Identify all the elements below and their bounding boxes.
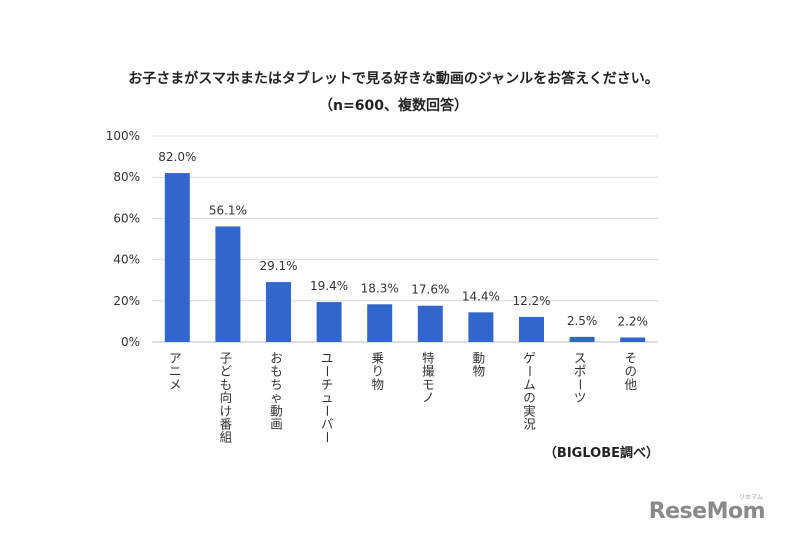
svg-text:特: 特: [422, 351, 435, 366]
svg-text:ポ: ポ: [574, 364, 587, 379]
bar: [468, 312, 494, 342]
svg-text:ス: ス: [574, 351, 587, 366]
svg-text:ニ: ニ: [169, 364, 182, 379]
bar: [569, 336, 595, 342]
data-label: 82.0%: [158, 150, 196, 164]
source-note: （BIGLOBE調べ）: [543, 446, 659, 461]
bar: [164, 173, 190, 342]
svg-text:乗: 乗: [371, 351, 384, 366]
svg-text:番: 番: [220, 417, 233, 432]
y-tick-label: 0%: [121, 335, 140, 349]
bar: [367, 304, 393, 342]
bar: [620, 337, 646, 342]
svg-text:ー: ー: [320, 405, 335, 418]
svg-text:モ: モ: [422, 377, 435, 392]
svg-text:り: り: [371, 364, 384, 379]
svg-text:画: 画: [270, 417, 283, 432]
svg-text:も: も: [220, 377, 233, 392]
svg-text:け: け: [220, 403, 233, 418]
data-label: 56.1%: [209, 203, 247, 217]
bar: [417, 305, 443, 342]
data-label: 2.5%: [567, 314, 598, 328]
svg-text:ア: ア: [169, 351, 182, 366]
svg-text:ー: ー: [320, 431, 335, 444]
svg-text:況: 況: [523, 417, 536, 432]
svg-text:動: 動: [473, 351, 486, 366]
x-tick-label: 動物: [473, 351, 486, 379]
svg-text:実: 実: [523, 403, 536, 418]
logo-subtext: リセマム: [738, 494, 763, 501]
svg-text:チ: チ: [321, 377, 334, 392]
svg-text:メ: メ: [169, 377, 182, 392]
svg-text:他: 他: [624, 377, 637, 392]
resemom-logo: ReseMom リセマム: [648, 494, 766, 524]
svg-text:撮: 撮: [422, 364, 435, 379]
svg-text:の: の: [624, 364, 637, 379]
bar: [316, 302, 342, 342]
svg-text:動: 動: [270, 403, 283, 418]
svg-text:ュ: ュ: [321, 390, 334, 405]
bar: [519, 316, 544, 342]
data-label: 12.2%: [512, 294, 550, 308]
svg-text:物: 物: [473, 364, 486, 379]
x-tick-label: アニメ: [169, 351, 182, 392]
svg-text:の: の: [523, 390, 536, 405]
data-label: 19.4%: [310, 279, 348, 293]
svg-text:ー: ー: [320, 365, 335, 378]
y-tick-label: 80%: [113, 170, 140, 184]
chart-title: お子さまがスマホまたはタブレットで見る好きな動画のジャンルをお答えください。: [128, 71, 659, 87]
svg-text:そ: そ: [624, 351, 637, 366]
data-label: 29.1%: [259, 259, 297, 273]
data-label: 18.3%: [361, 281, 399, 295]
y-tick-label: 20%: [113, 294, 140, 308]
svg-text:バ: バ: [321, 417, 334, 432]
bar: [266, 282, 291, 342]
svg-text:ユ: ユ: [321, 351, 334, 366]
chart-subtitle: （n=600、複数回答）: [319, 98, 468, 114]
svg-text:ム: ム: [523, 377, 536, 392]
svg-text:ち: ち: [270, 377, 283, 392]
svg-text:ど: ど: [220, 364, 233, 379]
svg-text:組: 組: [220, 430, 233, 445]
svg-text:ノ: ノ: [422, 390, 435, 405]
bar: [215, 226, 241, 342]
svg-text:物: 物: [371, 377, 384, 392]
x-tick-label: その他: [624, 351, 637, 392]
data-label: 14.4%: [462, 289, 500, 303]
data-label: 17.6%: [411, 283, 449, 297]
y-tick-label: 60%: [113, 211, 140, 225]
svg-text:ゲ: ゲ: [523, 351, 536, 366]
svg-text:ツ: ツ: [574, 390, 587, 405]
svg-text:子: 子: [220, 351, 233, 366]
svg-text:も: も: [270, 364, 283, 379]
svg-text:向: 向: [220, 390, 233, 405]
svg-text:ゃ: ゃ: [270, 390, 283, 405]
y-tick-label: 40%: [113, 253, 140, 267]
svg-text:お: お: [270, 351, 283, 366]
y-tick-label: 100%: [106, 129, 140, 143]
svg-text:ー: ー: [573, 378, 588, 391]
data-label: 2.2%: [617, 314, 648, 328]
x-tick-label: 乗り物: [371, 351, 384, 392]
svg-text:ー: ー: [522, 365, 537, 378]
logo-text: ReseMom: [648, 499, 766, 524]
